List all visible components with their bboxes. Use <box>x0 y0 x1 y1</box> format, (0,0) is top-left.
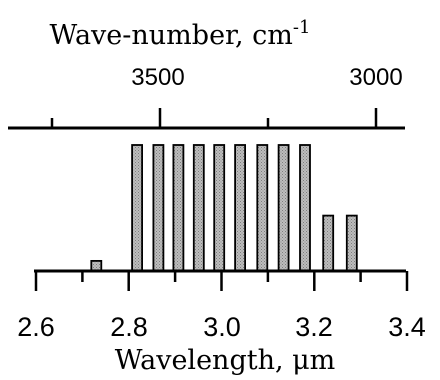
bar <box>131 144 144 272</box>
top-tick-label-3500: 3500 <box>131 64 184 91</box>
top-axis-title: Wave-number, cm-1 <box>50 17 311 51</box>
bottom-ticks-group <box>34 271 409 291</box>
bar <box>213 144 226 272</box>
bar <box>322 214 335 272</box>
bar <box>256 144 269 272</box>
bar <box>192 144 205 272</box>
top-axis-title-sup: -1 <box>293 17 311 38</box>
x-tick-label: 2.6 <box>17 312 55 342</box>
x-tick-label: 2.8 <box>110 312 148 342</box>
x-tick-label: 3.0 <box>203 312 241 342</box>
x-tick-label: 3.4 <box>388 312 426 342</box>
bar <box>345 214 358 272</box>
top-axis-title-main: Wave-number, cm <box>50 20 293 51</box>
x-tick-label: 3.2 <box>295 312 333 342</box>
bar <box>299 144 311 272</box>
bars-group <box>90 144 358 272</box>
bar <box>90 259 103 272</box>
bar <box>172 144 185 272</box>
x-axis-title: Wavelength, μm <box>115 345 336 376</box>
bar <box>152 144 165 272</box>
bar <box>277 144 290 272</box>
top-tick-label-3000: 3000 <box>349 64 402 91</box>
bar <box>234 144 247 272</box>
